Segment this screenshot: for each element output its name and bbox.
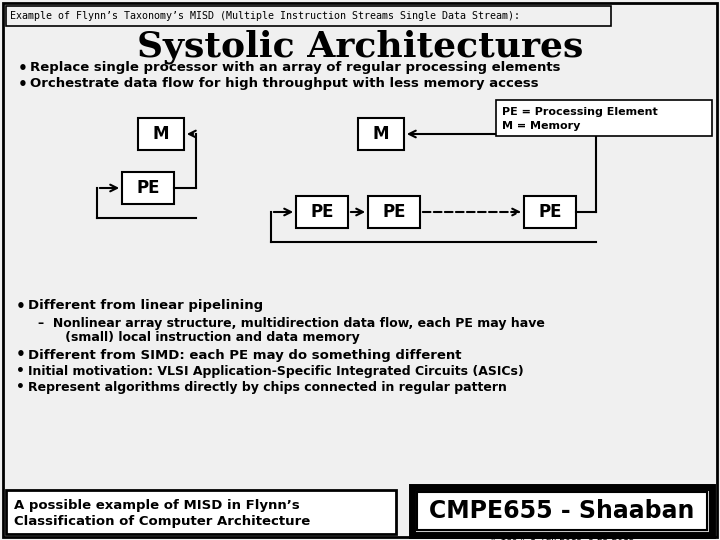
Text: •: •: [16, 364, 25, 378]
Bar: [368, 196, 420, 228]
Bar: [6, 490, 396, 534]
Text: •: •: [16, 299, 26, 314]
Text: Replace single processor with an array of regular processing elements: Replace single processor with an array o…: [30, 62, 560, 75]
Bar: [122, 172, 174, 204]
Text: •: •: [16, 380, 25, 394]
Text: PE = Processing Element: PE = Processing Element: [502, 107, 658, 117]
Text: Different from SIMD: each PE may do something different: Different from SIMD: each PE may do some…: [28, 348, 462, 361]
Text: Represent algorithms directly by chips connected in regular pattern: Represent algorithms directly by chips c…: [28, 381, 507, 394]
Text: •: •: [16, 348, 26, 362]
Text: CMPE655 - Shaaban: CMPE655 - Shaaban: [429, 499, 695, 523]
Text: Different from linear pipelining: Different from linear pipelining: [28, 300, 263, 313]
Text: Orchestrate data flow for high throughput with less memory access: Orchestrate data flow for high throughpu…: [30, 78, 539, 91]
Bar: [412, 487, 712, 535]
Bar: [496, 100, 712, 136]
Text: M = Memory: M = Memory: [502, 121, 580, 131]
Text: # 1ec # 1  Fall 2015  8-25-2015: # 1ec # 1 Fall 2015 8-25-2015: [490, 532, 634, 540]
Text: (small) local instruction and data memory: (small) local instruction and data memor…: [52, 330, 360, 343]
Text: A possible example of MISD in Flynn’s: A possible example of MISD in Flynn’s: [14, 500, 300, 512]
Text: Initial motivation: VLSI Application-Specific Integrated Circuits (ASICs): Initial motivation: VLSI Application-Spe…: [28, 364, 523, 377]
Text: PE: PE: [136, 179, 160, 197]
Bar: [296, 196, 348, 228]
Text: •: •: [18, 77, 28, 91]
Text: –  Nonlinear array structure, multidirection data flow, each PE may have: – Nonlinear array structure, multidirect…: [38, 316, 545, 329]
Bar: [358, 118, 404, 150]
Text: PE: PE: [382, 203, 406, 221]
Text: PE: PE: [310, 203, 334, 221]
Text: Classification of Computer Architecture: Classification of Computer Architecture: [14, 516, 310, 529]
Text: M: M: [373, 125, 390, 143]
Text: Systolic Architectures: Systolic Architectures: [137, 30, 583, 64]
Bar: [524, 196, 576, 228]
Text: Example of Flynn’s Taxonomy’s MISD (Multiple Instruction Streams Single Data Str: Example of Flynn’s Taxonomy’s MISD (Mult…: [10, 11, 520, 21]
Text: PE: PE: [539, 203, 562, 221]
Text: •: •: [18, 60, 28, 76]
Bar: [6, 6, 611, 26]
Text: M: M: [153, 125, 169, 143]
Bar: [138, 118, 184, 150]
Bar: [417, 492, 707, 530]
